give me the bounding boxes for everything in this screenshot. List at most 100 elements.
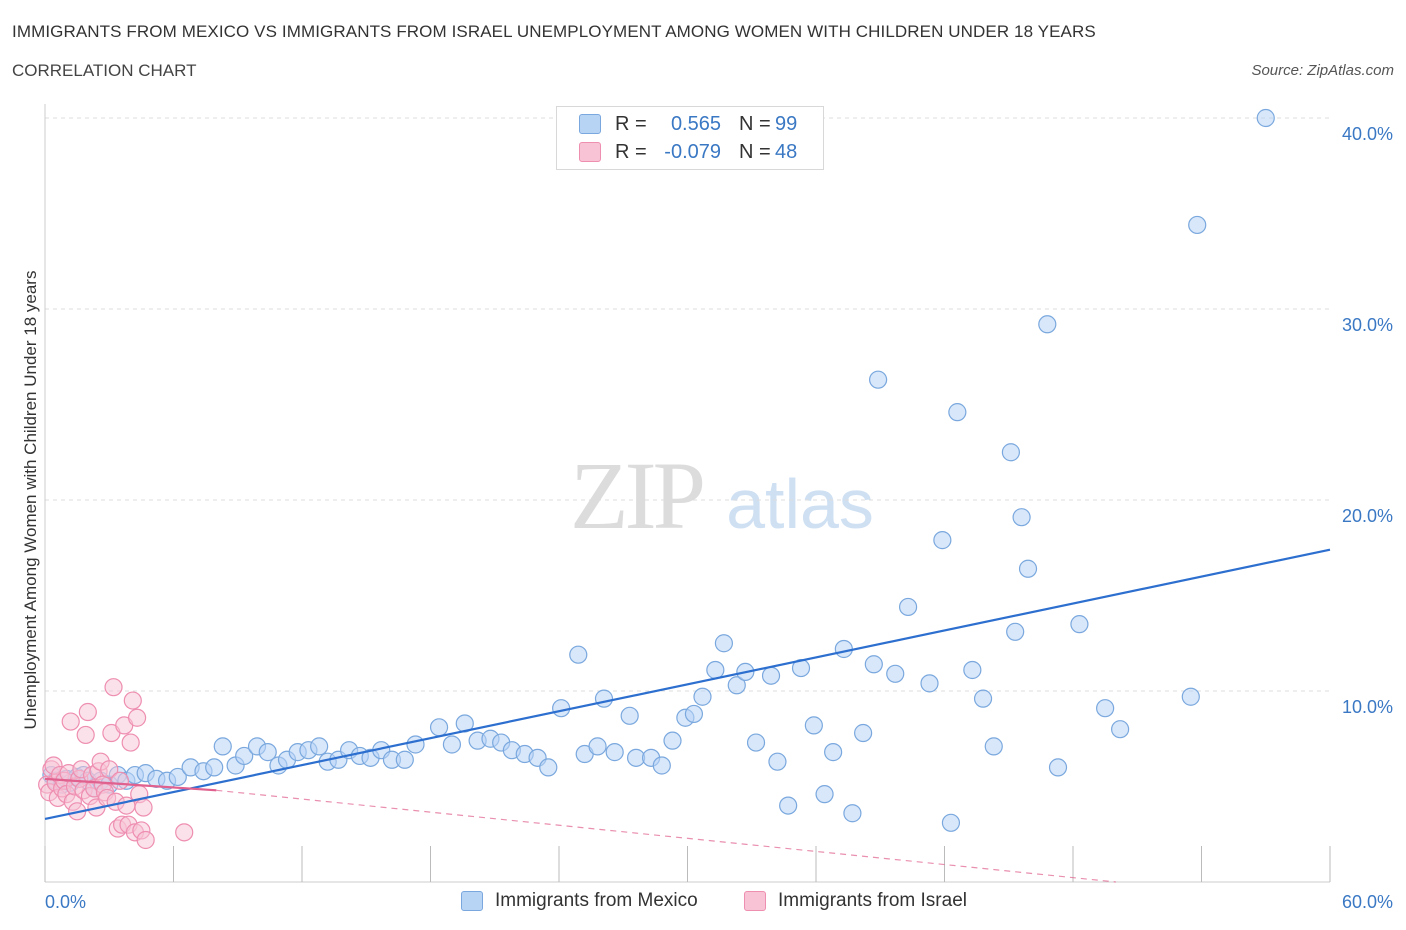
point-mexico xyxy=(1181,687,1200,706)
legend-row-mexico: R = 0.565 N = 99 xyxy=(579,111,797,137)
point-mexico xyxy=(652,756,671,775)
y-tick-label: 40.0% xyxy=(1342,124,1393,144)
point-mexico xyxy=(1070,615,1089,634)
point-mexico xyxy=(864,655,883,674)
point-mexico xyxy=(406,735,425,754)
point-mexico xyxy=(1012,508,1031,527)
point-mexico xyxy=(843,804,862,823)
point-mexico xyxy=(869,370,888,389)
point-mexico xyxy=(429,718,449,737)
point-mexico xyxy=(684,704,704,724)
point-mexico xyxy=(963,660,982,680)
point-mexico xyxy=(1188,215,1207,235)
point-israel xyxy=(110,771,130,790)
legend-swatch-mexico xyxy=(579,114,601,134)
correlation-legend: R = 0.565 N = 99 R = -0.079 N = 48 xyxy=(556,106,824,170)
point-mexico xyxy=(933,531,952,550)
point-israel xyxy=(121,733,140,752)
point-israel xyxy=(104,678,123,697)
x-tick-label: 0.0% xyxy=(45,892,86,912)
point-mexico xyxy=(1111,720,1130,739)
point-israel xyxy=(175,823,194,842)
point-mexico xyxy=(804,716,823,735)
point-mexico xyxy=(620,706,639,725)
point-mexico xyxy=(727,676,746,695)
n-value: 48 xyxy=(775,140,798,163)
point-mexico xyxy=(1048,758,1068,777)
point-mexico xyxy=(395,750,414,769)
legend-swatch-israel xyxy=(579,142,601,162)
watermark-zip: ZIP xyxy=(570,442,703,549)
chart-subtitle: CORRELATION CHART xyxy=(12,61,197,80)
point-mexico xyxy=(714,634,734,653)
series-legend: Immigrants from Mexico Immigrants from I… xyxy=(0,890,1406,914)
r-value: -0.079 xyxy=(664,140,721,163)
point-mexico xyxy=(854,723,873,743)
point-israel xyxy=(136,830,155,850)
point-mexico xyxy=(310,737,329,756)
y-axis-label: Unemployment Among Women with Children U… xyxy=(21,271,40,730)
point-israel xyxy=(76,725,95,745)
point-mexico xyxy=(213,737,232,756)
point-mexico xyxy=(898,597,918,617)
point-israel xyxy=(127,708,147,727)
series-mexico xyxy=(42,108,1275,832)
point-mexico xyxy=(1001,443,1020,462)
legend-row-israel: R = -0.079 N = 48 xyxy=(579,139,797,165)
point-mexico xyxy=(779,796,798,815)
legend-swatch-israel xyxy=(744,891,766,911)
point-israel xyxy=(100,760,119,779)
y-tick-label: 10.0% xyxy=(1342,697,1393,717)
point-mexico xyxy=(706,660,725,680)
point-mexico xyxy=(815,785,834,804)
legend-label-mexico: Immigrants from Mexico xyxy=(495,890,698,911)
point-mexico xyxy=(663,731,682,750)
point-mexico xyxy=(1096,699,1115,718)
n-label: N = xyxy=(739,140,771,163)
n-label: N = xyxy=(739,112,771,135)
point-mexico xyxy=(984,737,1003,756)
legend-swatch-mexico xyxy=(461,891,483,911)
r-label: R = xyxy=(615,112,647,135)
chart-title: IMMIGRANTS FROM MEXICO VS IMMIGRANTS FRO… xyxy=(12,22,1096,41)
point-mexico xyxy=(442,735,462,754)
point-mexico xyxy=(235,746,254,766)
point-mexico xyxy=(588,737,607,756)
legend-item-israel: Immigrants from Israel xyxy=(744,890,967,912)
point-mexico xyxy=(746,733,766,752)
x-tick-label: 60.0% xyxy=(1342,892,1393,912)
y-tick-label: 30.0% xyxy=(1342,315,1393,335)
legend-label-israel: Immigrants from Israel xyxy=(778,890,967,911)
watermark-atlas: atlas xyxy=(726,465,874,543)
n-value: 99 xyxy=(775,112,798,135)
trendline-mexico xyxy=(44,548,1331,821)
point-mexico xyxy=(594,689,614,708)
legend-item-mexico: Immigrants from Mexico xyxy=(461,890,698,912)
point-mexico xyxy=(824,743,843,762)
point-mexico xyxy=(948,403,967,422)
series-israel xyxy=(38,678,194,850)
point-mexico xyxy=(761,666,781,685)
point-mexico xyxy=(569,645,588,664)
point-mexico xyxy=(941,813,961,832)
point-israel xyxy=(61,712,80,731)
trendline-israel-extension xyxy=(216,789,1116,883)
point-mexico xyxy=(605,743,624,762)
point-mexico xyxy=(552,699,571,718)
point-mexico xyxy=(1038,315,1057,334)
point-mexico xyxy=(693,687,712,706)
y-tick-label: 20.0% xyxy=(1342,506,1393,526)
point-mexico xyxy=(920,674,939,693)
point-mexico xyxy=(1006,622,1025,641)
point-mexico xyxy=(768,752,787,771)
point-mexico xyxy=(973,689,993,708)
point-mexico xyxy=(258,743,277,762)
point-mexico xyxy=(205,758,224,777)
point-israel xyxy=(123,691,142,710)
point-mexico xyxy=(539,758,558,777)
point-mexico xyxy=(168,767,187,787)
trendline-israel xyxy=(44,777,217,792)
source-label: Source: ZipAtlas.com xyxy=(1251,62,1394,79)
point-israel xyxy=(134,798,153,817)
